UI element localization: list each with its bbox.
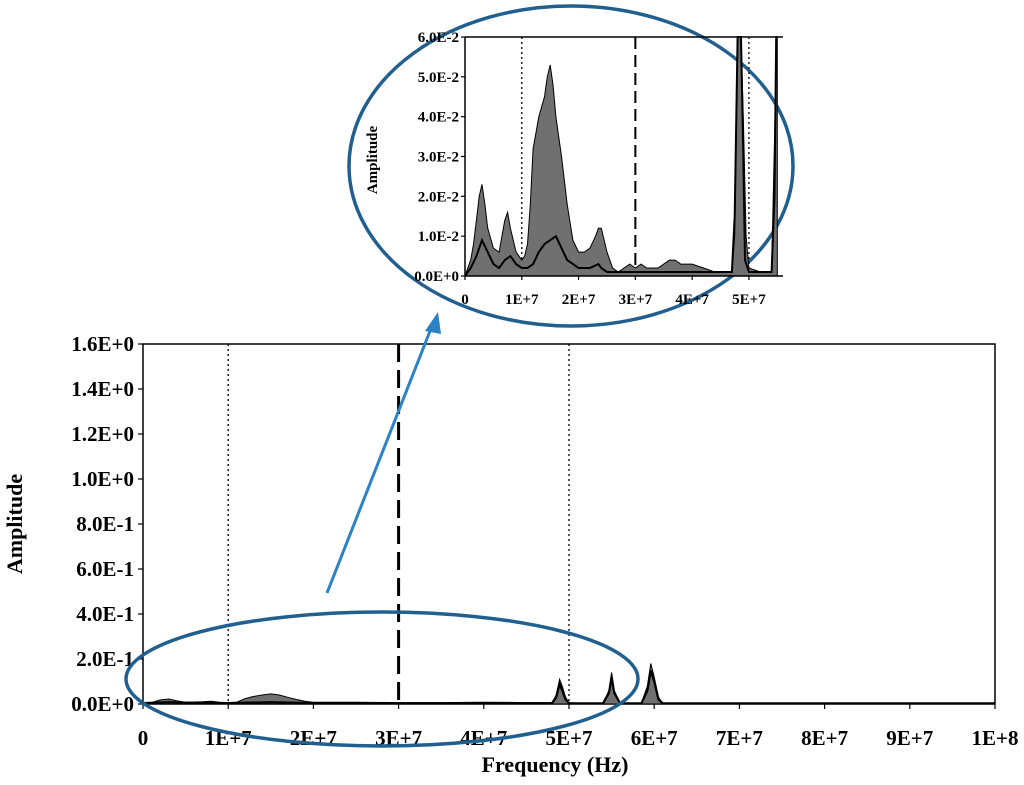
main-x-tick-label: 8E+7 (801, 726, 848, 750)
main-y-axis-label: Amplitude (2, 474, 27, 574)
main-x-tick-label: 0 (138, 726, 149, 750)
main-y-tick-label: 6.0E-1 (76, 557, 134, 581)
inset-y-tick-label: 3.0E-2 (418, 150, 459, 166)
inset-envelope-area (464, 36, 778, 277)
main-y-tick-label: 1.2E+0 (71, 422, 134, 446)
inset-y-tick-label: 1.0E-2 (418, 229, 459, 245)
main-y-tick-label: 1.0E+0 (71, 467, 134, 491)
main-x-tick-label: 6E+7 (631, 726, 678, 750)
inset-x-tick-label: 3E+7 (619, 292, 653, 308)
zoom-arrow (325, 312, 441, 594)
main-chart: 0.0E+0 2.0E-1 4.0E-1 6.0E-1 8.0E-1 1.0E+0 1.2E… (2, 332, 1018, 777)
inset-ellipse (347, 4, 795, 328)
main-y-tick-label: 0.0E+0 (71, 692, 134, 716)
inset-y-tick-label: 4.0E-2 (418, 110, 459, 126)
inset-y-axis-label: Amplitude (365, 125, 381, 194)
inset-x-tick-label: 4E+7 (675, 292, 709, 308)
inset-mean-line (464, 36, 778, 277)
inset-chart: 0.0E+0 1.0E-2 2.0E-2 3.0E-2 4.0E-2 5.0E-2 6.0E… (365, 30, 783, 308)
main-x-tick-label: 7E+7 (716, 726, 763, 750)
inset-y-tick-label: 6.0E-2 (418, 30, 459, 46)
main-y-tick-label: 4.0E-1 (76, 602, 134, 626)
inset-x-tick-label: 2E+7 (562, 292, 596, 308)
inset-x-tick-label: 0 (461, 292, 469, 308)
inset-y-tick-label: 5.0E-2 (418, 70, 459, 86)
zoom-region-ellipse (124, 610, 640, 748)
main-y-tick-label: 2.0E-1 (76, 647, 134, 671)
main-y-tick-label: 1.6E+0 (71, 332, 134, 356)
inset-y-tick-label: 0.0E+0 (414, 269, 459, 285)
main-x-tick-label: 1E+8 (972, 726, 1019, 750)
main-y-tick-label: 1.4E+0 (71, 377, 134, 401)
main-x-axis-label: Frequency (Hz) (482, 752, 629, 777)
inset-x-tick-label: 5E+7 (732, 292, 766, 308)
main-y-tick-label: 8.0E-1 (76, 512, 134, 536)
main-x-tick-label: 9E+7 (886, 726, 933, 750)
main-mean-line (142, 669, 995, 705)
inset-x-tick-label: 1E+7 (505, 292, 539, 308)
inset-y-tick-label: 2.0E-2 (418, 189, 459, 205)
